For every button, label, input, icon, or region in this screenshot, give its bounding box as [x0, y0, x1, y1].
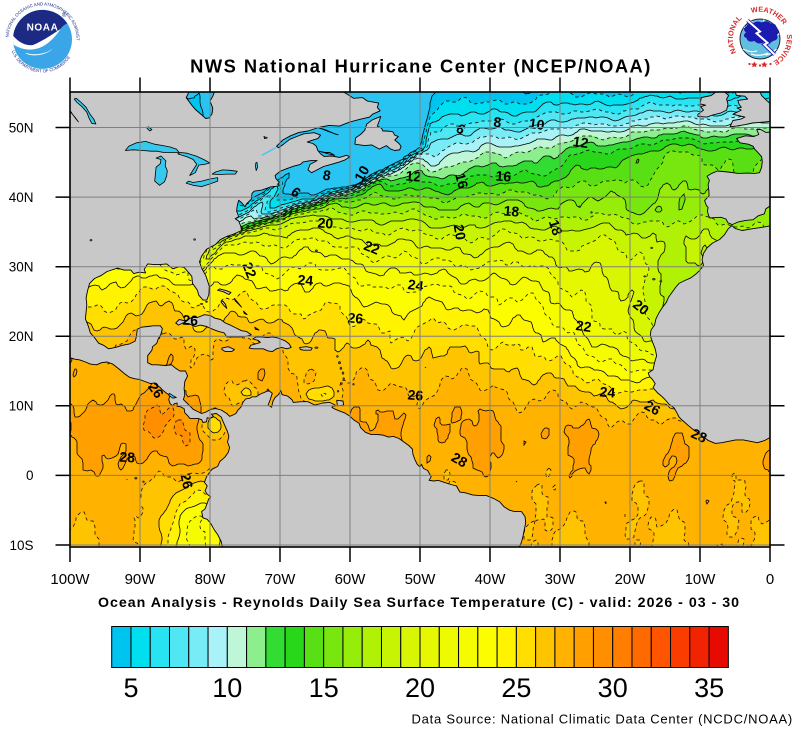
svg-text:10: 10	[351, 163, 373, 185]
svg-text:5: 5	[123, 673, 138, 703]
svg-text:30W: 30W	[545, 571, 577, 588]
svg-text:50W: 50W	[405, 571, 437, 588]
svg-text:12: 12	[405, 167, 422, 184]
svg-text:26: 26	[642, 397, 664, 419]
svg-text:28: 28	[689, 425, 710, 446]
svg-text:20W: 20W	[615, 571, 647, 588]
svg-text:20: 20	[317, 214, 334, 231]
svg-text:20: 20	[405, 673, 435, 703]
svg-text:90W: 90W	[125, 571, 157, 588]
svg-text:10N: 10N	[9, 399, 34, 414]
svg-text:NOAA: NOAA	[27, 23, 59, 34]
svg-text:10W: 10W	[685, 571, 717, 588]
svg-text:8: 8	[493, 114, 502, 131]
svg-text:30: 30	[598, 673, 628, 703]
svg-text:12: 12	[572, 133, 590, 151]
svg-text:22: 22	[575, 317, 593, 335]
svg-text:40N: 40N	[9, 190, 34, 205]
svg-text:Ocean Analysis - Reynolds Dail: Ocean Analysis - Reynolds Daily Sea Surf…	[98, 595, 740, 611]
svg-text:18: 18	[546, 218, 566, 238]
svg-text:Data Source: National Climatic: Data Source: National Climatic Data Cent…	[412, 712, 794, 727]
svg-text:20: 20	[451, 223, 469, 241]
svg-text:28: 28	[449, 449, 471, 471]
svg-text:24: 24	[407, 276, 425, 294]
svg-text:10: 10	[212, 673, 242, 703]
svg-text:50N: 50N	[9, 120, 34, 135]
svg-text:26: 26	[347, 309, 364, 326]
svg-text:100W: 100W	[50, 571, 90, 588]
svg-text:22: 22	[362, 237, 383, 258]
svg-text:80W: 80W	[195, 571, 227, 588]
svg-text:10: 10	[528, 115, 546, 133]
svg-text:28: 28	[119, 449, 136, 466]
svg-text:NWS National Hurricane Center: NWS National Hurricane Center (NCEP/NOAA…	[190, 56, 652, 77]
svg-text:35: 35	[694, 673, 724, 703]
svg-text:8: 8	[322, 167, 333, 184]
svg-text:30N: 30N	[9, 260, 34, 275]
svg-text:®: ®	[62, 12, 67, 19]
svg-text:16: 16	[452, 171, 472, 190]
svg-text:10S: 10S	[9, 538, 33, 553]
svg-text:70W: 70W	[265, 571, 297, 588]
svg-text:18: 18	[503, 202, 520, 219]
svg-text:25: 25	[501, 673, 531, 703]
svg-text:0: 0	[766, 571, 774, 588]
svg-text:20N: 20N	[9, 329, 34, 344]
svg-text:24: 24	[599, 383, 616, 400]
svg-text:26: 26	[182, 312, 199, 329]
svg-text:60W: 60W	[335, 571, 367, 588]
svg-text:26: 26	[407, 386, 424, 403]
svg-text:40W: 40W	[475, 571, 507, 588]
svg-text:0: 0	[26, 468, 34, 483]
svg-text:26: 26	[177, 472, 196, 491]
svg-text:15: 15	[309, 673, 339, 703]
svg-text:22: 22	[239, 260, 260, 281]
svg-text:16: 16	[495, 167, 512, 184]
svg-text:24: 24	[297, 271, 314, 288]
